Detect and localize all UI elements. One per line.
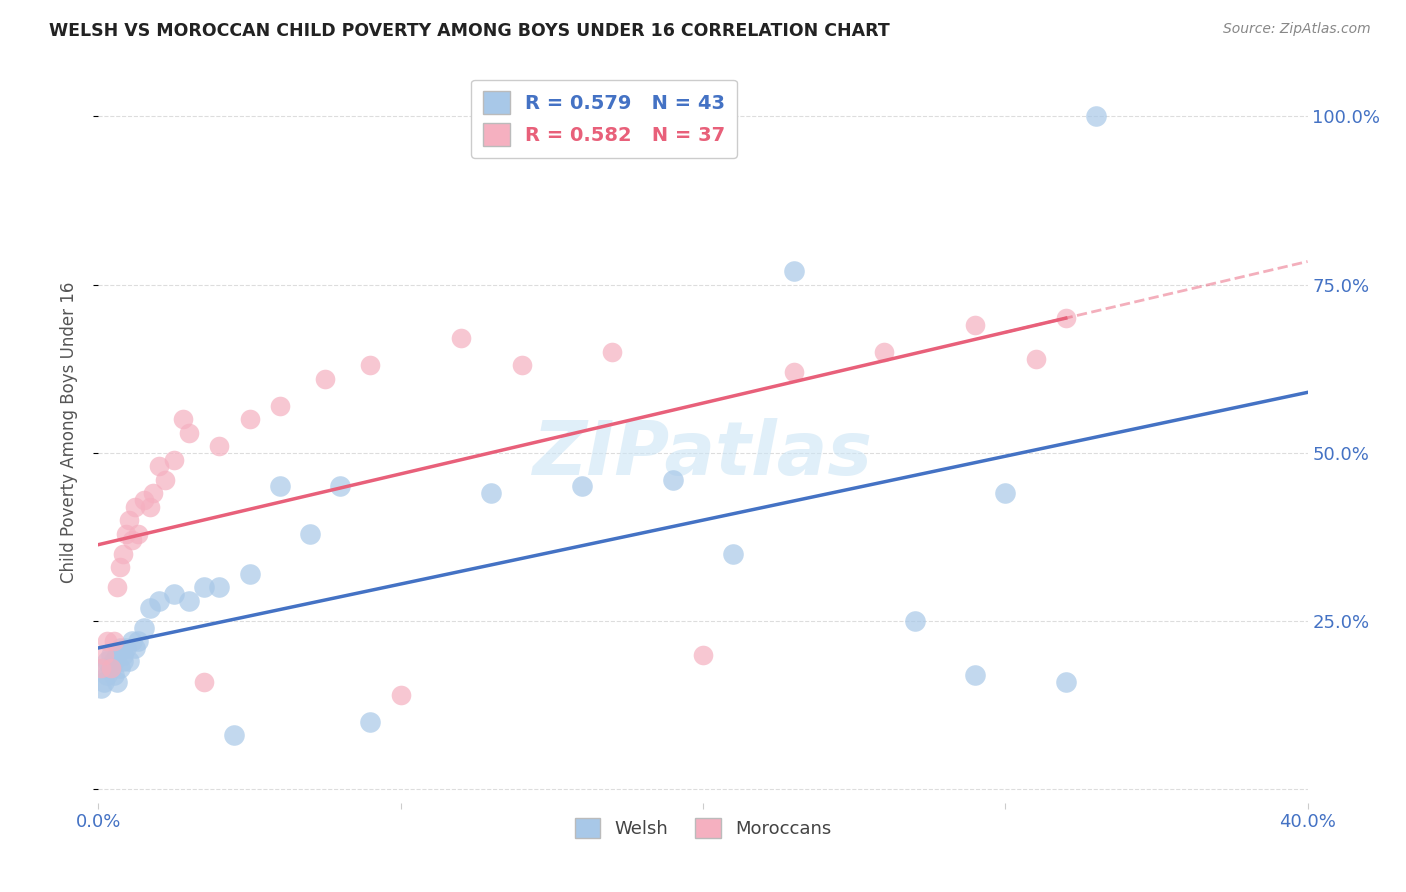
Point: [142, 486, 165, 500]
Point: [965, 668, 987, 682]
Point: [873, 344, 896, 359]
Point: [224, 729, 246, 743]
Point: [389, 688, 412, 702]
Point: [360, 714, 382, 729]
Point: [193, 674, 215, 689]
Point: [132, 492, 155, 507]
Point: [118, 513, 141, 527]
Point: [571, 479, 593, 493]
Text: WELSH VS MOROCCAN CHILD POVERTY AMONG BOYS UNDER 16 CORRELATION CHART: WELSH VS MOROCCAN CHILD POVERTY AMONG BO…: [49, 22, 890, 40]
Point: [208, 439, 231, 453]
Point: [103, 668, 125, 682]
Point: [108, 661, 131, 675]
Point: [661, 473, 683, 487]
Point: [105, 581, 128, 595]
Point: [239, 566, 262, 581]
Text: ZIPatlas: ZIPatlas: [533, 418, 873, 491]
Point: [93, 661, 115, 675]
Point: [114, 640, 136, 655]
Point: [139, 500, 162, 514]
Point: [1054, 311, 1077, 326]
Point: [103, 634, 125, 648]
Point: [121, 533, 143, 548]
Point: [965, 318, 987, 332]
Point: [360, 359, 382, 373]
Point: [111, 547, 134, 561]
Point: [510, 359, 533, 373]
Point: [96, 668, 118, 682]
Point: [481, 486, 503, 500]
Point: [93, 648, 115, 662]
Point: [783, 264, 806, 278]
Point: [93, 674, 115, 689]
Point: [100, 648, 122, 662]
Point: [329, 479, 352, 493]
Y-axis label: Child Poverty Among Boys Under 16: Child Poverty Among Boys Under 16: [59, 282, 77, 583]
Point: [602, 344, 624, 359]
Point: [904, 614, 927, 628]
Point: [105, 674, 128, 689]
Point: [96, 655, 118, 669]
Point: [783, 365, 806, 379]
Point: [121, 634, 143, 648]
Point: [269, 479, 291, 493]
Point: [111, 648, 134, 662]
Point: [100, 661, 122, 675]
Point: [163, 452, 186, 467]
Point: [118, 655, 141, 669]
Point: [208, 581, 231, 595]
Point: [269, 399, 291, 413]
Point: [1024, 351, 1046, 366]
Point: [239, 412, 262, 426]
Point: [299, 526, 322, 541]
Point: [124, 640, 146, 655]
Point: [108, 560, 131, 574]
Point: [103, 655, 125, 669]
Point: [100, 661, 122, 675]
Point: [105, 648, 128, 662]
Point: [127, 634, 149, 648]
Point: [132, 621, 155, 635]
Point: [179, 594, 201, 608]
Point: [1054, 674, 1077, 689]
Point: [994, 486, 1017, 500]
Point: [153, 473, 176, 487]
Point: [179, 425, 201, 440]
Point: [96, 634, 118, 648]
Point: [193, 581, 215, 595]
Point: [450, 331, 472, 345]
Point: [172, 412, 194, 426]
Point: [111, 655, 134, 669]
Point: [108, 640, 131, 655]
Point: [314, 372, 336, 386]
Point: [124, 500, 146, 514]
Point: [90, 661, 112, 675]
Point: [692, 648, 714, 662]
Point: [114, 526, 136, 541]
Point: [139, 600, 162, 615]
Point: [148, 594, 170, 608]
Point: [163, 587, 186, 601]
Point: [127, 526, 149, 541]
Legend: Welsh, Moroccans: Welsh, Moroccans: [568, 810, 838, 846]
Point: [1085, 109, 1108, 123]
Point: [90, 681, 112, 696]
Text: Source: ZipAtlas.com: Source: ZipAtlas.com: [1223, 22, 1371, 37]
Point: [148, 459, 170, 474]
Point: [723, 547, 745, 561]
